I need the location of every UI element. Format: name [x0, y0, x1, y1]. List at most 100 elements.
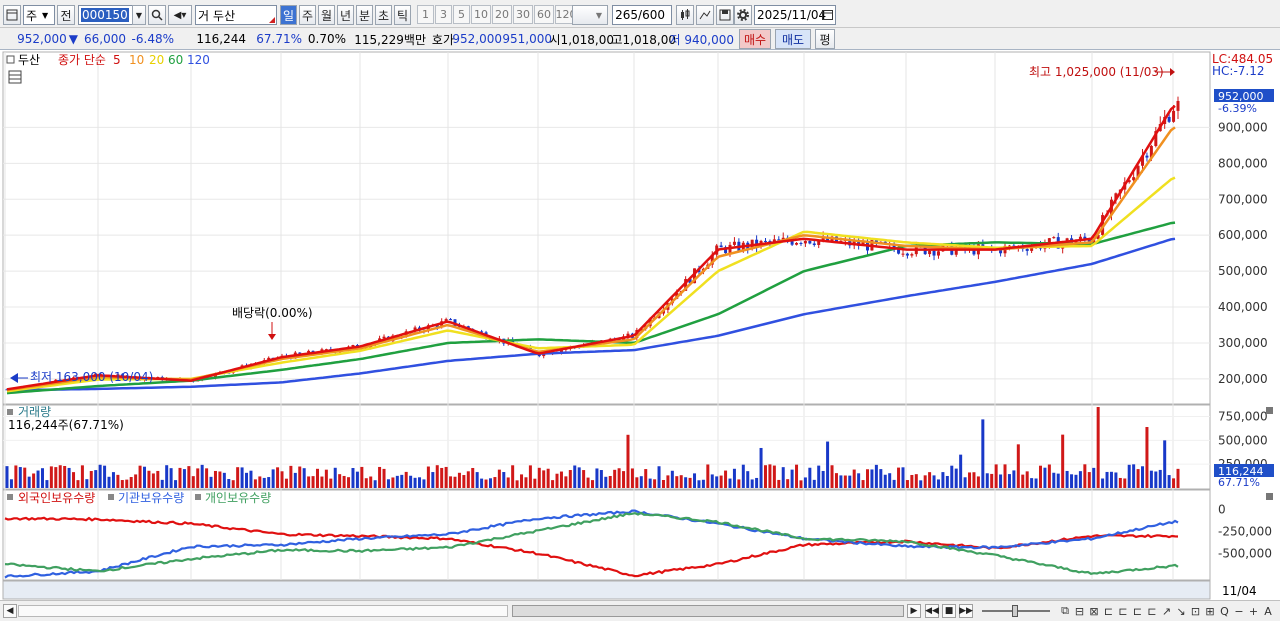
- volume-bar: [812, 479, 816, 488]
- volume-bar: [1030, 478, 1034, 488]
- volume-bar: [675, 476, 679, 488]
- period-button-0[interactable]: 일: [280, 5, 297, 25]
- save-icon[interactable]: [716, 5, 734, 25]
- stock-chart[interactable]: 900,000 800,000 700,000 600,000 500,000 400,0…: [0, 50, 1280, 600]
- scroll-right-icon[interactable]: ▶: [907, 604, 921, 618]
- interval-button-5[interactable]: 5: [453, 5, 470, 24]
- interval-button-30[interactable]: 30: [513, 5, 533, 24]
- candle: [1052, 237, 1056, 239]
- panel-menu-icon[interactable]: [7, 409, 13, 415]
- chevron-down-icon[interactable]: ▼: [132, 5, 146, 25]
- volume-bar: [1127, 464, 1131, 488]
- code-input[interactable]: 000150: [78, 5, 146, 25]
- interval-button-1[interactable]: 1: [417, 5, 434, 24]
- panel-menu-icon[interactable]: [6, 55, 15, 64]
- institution-holding-line: [4, 509, 1179, 579]
- volume-bar: [693, 473, 697, 488]
- minus-icon[interactable]: −: [1234, 604, 1244, 618]
- current-price: 952,000 ▼: [2, 30, 80, 48]
- candle: [936, 251, 940, 256]
- trend-down-icon[interactable]: ↘: [1176, 604, 1186, 618]
- panel-close-icon[interactable]: [1266, 407, 1273, 414]
- period-button-4[interactable]: 분: [356, 5, 373, 25]
- add-panel-icon[interactable]: ⊞: [1205, 604, 1215, 618]
- volume-bar: [386, 479, 390, 488]
- interval-button-120[interactable]: 120: [555, 5, 577, 24]
- interval-button-10[interactable]: 10: [471, 5, 491, 24]
- layout-icon[interactable]: ⧉: [1061, 604, 1069, 617]
- low-arrow-icon: [10, 373, 18, 383]
- draw-tool-icon[interactable]: [696, 5, 714, 25]
- interval-dropdown[interactable]: ▼: [572, 5, 608, 25]
- cursor-icon[interactable]: ⊏: [1103, 604, 1114, 618]
- panel-close-icon[interactable]: [1266, 493, 1273, 500]
- stop-icon[interactable]: ■: [942, 604, 956, 618]
- chart-area[interactable]: 900,000 800,000 700,000 600,000 500,000 400,0…: [0, 50, 1280, 600]
- volume-tag-pct: 67.71%: [1218, 476, 1260, 489]
- volume-bar: [1065, 470, 1069, 488]
- prev-button[interactable]: 전: [57, 5, 75, 25]
- buy-button[interactable]: 매수: [739, 29, 771, 49]
- volume-bar: [391, 477, 395, 488]
- foreign-legend: 외국인보유수량: [18, 491, 95, 505]
- period-button-5[interactable]: 초: [375, 5, 392, 25]
- scroll-thumb[interactable]: [512, 605, 904, 617]
- volume-bar: [67, 467, 71, 488]
- candle: [999, 248, 1003, 254]
- interval-button-3[interactable]: 3: [435, 5, 452, 24]
- volume-bar: [936, 479, 940, 488]
- period-button-1[interactable]: 주: [299, 5, 316, 25]
- volume-bar: [165, 465, 169, 488]
- text-icon[interactable]: A: [1264, 604, 1272, 618]
- quote-bar: 952,000 ▼ 66,000 -6.48% 116,244 67.71% 0…: [0, 28, 1280, 50]
- current-pct-text: -6.39%: [1218, 102, 1257, 115]
- candle: [905, 253, 909, 256]
- count-total: /600: [638, 8, 665, 22]
- speaker-icon[interactable]: ◀▾: [168, 5, 192, 25]
- rewind-icon[interactable]: ◀◀: [925, 604, 939, 618]
- grid-icon[interactable]: ⊠: [1089, 604, 1099, 618]
- holding-panel[interactable]: [2, 489, 1211, 581]
- zoom-icon[interactable]: Q: [1220, 604, 1229, 618]
- box-icon[interactable]: ⊡: [1190, 604, 1201, 618]
- split-icon[interactable]: ⊟: [1074, 604, 1085, 618]
- candle-type-icon[interactable]: [676, 5, 694, 25]
- average-button[interactable]: 평: [815, 29, 835, 49]
- scroll-left-icon[interactable]: ◀: [3, 604, 17, 618]
- period-button-6[interactable]: 틱: [394, 5, 411, 25]
- volume-bar: [874, 464, 878, 488]
- volume-bar: [617, 468, 621, 488]
- zoom-slider-handle[interactable]: [1012, 605, 1018, 617]
- candle: [1176, 100, 1180, 111]
- interval-button-20[interactable]: 20: [492, 5, 512, 24]
- volume-bar: [5, 466, 9, 488]
- period-icon[interactable]: ⊏: [1132, 604, 1143, 618]
- price-axis-label: 700,000: [1218, 192, 1268, 206]
- volume-bar: [426, 466, 430, 488]
- sell-button[interactable]: 매도: [775, 29, 811, 49]
- period-button-2[interactable]: 월: [318, 5, 335, 25]
- period-button-3[interactable]: 년: [337, 5, 354, 25]
- search-icon[interactable]: [148, 5, 166, 25]
- volume-bar: [431, 472, 435, 488]
- table-icon[interactable]: [8, 70, 22, 84]
- panel-menu-icon[interactable]: [7, 494, 13, 500]
- window-icon[interactable]: [3, 5, 21, 25]
- candle: [537, 354, 541, 357]
- gear-icon[interactable]: [734, 5, 752, 25]
- plus-icon[interactable]: +: [1248, 604, 1259, 618]
- stock-name-field[interactable]: 거 두산: [195, 5, 277, 25]
- crosshair-icon[interactable]: ⊏: [1118, 604, 1128, 618]
- scroll-track[interactable]: [18, 605, 508, 617]
- volume-bar: [990, 473, 994, 488]
- volume-bar: [54, 467, 58, 488]
- market-select[interactable]: 주 ▼: [23, 5, 55, 25]
- volume-bar: [1105, 471, 1109, 488]
- count-field[interactable]: 265/600: [612, 5, 672, 25]
- fast-forward-icon[interactable]: ▶▶: [959, 604, 973, 618]
- ruler-icon[interactable]: ⊏: [1147, 604, 1157, 618]
- trend-icon[interactable]: ↗: [1161, 604, 1172, 618]
- interval-button-60[interactable]: 60: [534, 5, 554, 24]
- volume-bar: [338, 474, 342, 488]
- date-field[interactable]: 2025/11/04: [754, 5, 836, 25]
